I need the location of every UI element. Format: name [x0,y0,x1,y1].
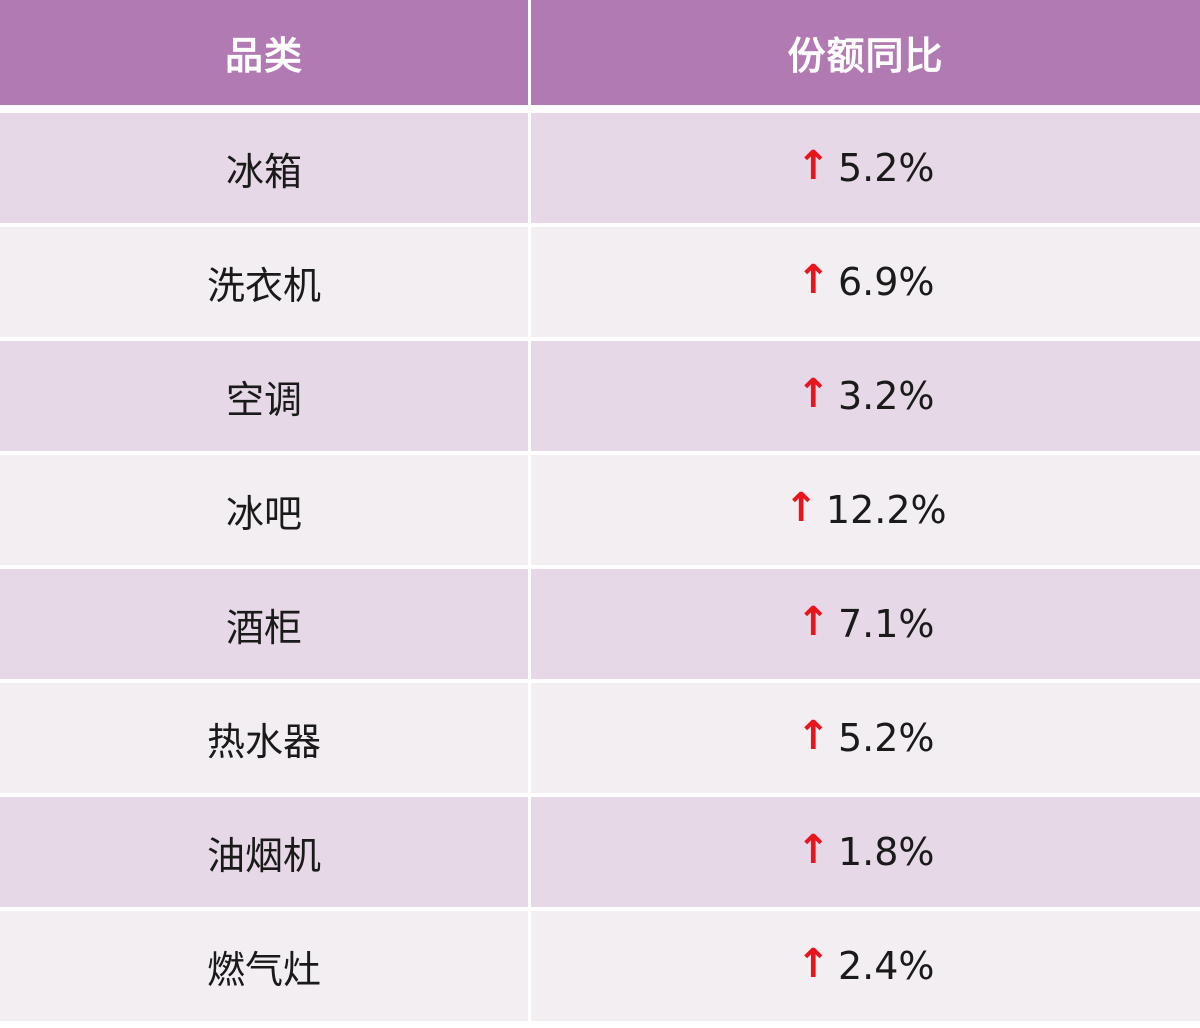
share-change-value: 2.4% [837,944,935,988]
share-change-value: 12.2% [825,488,947,532]
table-row: 冰吧 ↑ 12.2% [0,455,1200,565]
up-arrow-icon: ↑ [796,827,830,873]
share-change-cell: ↑ 7.1% [531,569,1200,679]
up-arrow-icon: ↑ [796,713,830,759]
table-row: 热水器 ↑ 5.2% [0,683,1200,793]
share-change-cell: ↑ 6.9% [531,227,1200,337]
table-row: 冰箱 ↑ 5.2% [0,113,1200,223]
category-cell: 冰箱 [0,113,528,223]
category-cell: 空调 [0,341,528,451]
share-change-value: 1.8% [837,830,935,874]
share-change-value: 5.2% [837,716,935,760]
share-change-value: 3.2% [837,374,935,418]
share-change-cell: ↑ 2.4% [531,911,1200,1021]
table-row: 酒柜 ↑ 7.1% [0,569,1200,679]
up-arrow-icon: ↑ [784,485,818,531]
share-change-cell: ↑ 3.2% [531,341,1200,451]
up-arrow-icon: ↑ [796,599,830,645]
category-cell: 酒柜 [0,569,528,679]
category-cell: 油烟机 [0,797,528,907]
up-arrow-icon: ↑ [796,257,830,303]
category-cell: 热水器 [0,683,528,793]
share-change-cell: ↑ 1.8% [531,797,1200,907]
share-change-cell: ↑ 5.2% [531,113,1200,223]
category-cell: 洗衣机 [0,227,528,337]
share-change-value: 7.1% [837,602,935,646]
column-header-share-yoy: 份额同比 [531,0,1200,105]
share-change-cell: ↑ 12.2% [531,455,1200,565]
share-change-value: 6.9% [837,260,935,304]
category-cell: 燃气灶 [0,911,528,1021]
share-change-value: 5.2% [837,146,935,190]
column-header-category: 品类 [0,0,528,105]
table-row: 空调 ↑ 3.2% [0,341,1200,451]
table-row: 燃气灶 ↑ 2.4% [0,911,1200,1021]
up-arrow-icon: ↑ [796,941,830,987]
table-header: 品类 份额同比 [0,0,1200,105]
table-row: 洗衣机 ↑ 6.9% [0,227,1200,337]
up-arrow-icon: ↑ [796,371,830,417]
up-arrow-icon: ↑ [796,143,830,189]
category-cell: 冰吧 [0,455,528,565]
share-change-cell: ↑ 5.2% [531,683,1200,793]
table-row: 油烟机 ↑ 1.8% [0,797,1200,907]
